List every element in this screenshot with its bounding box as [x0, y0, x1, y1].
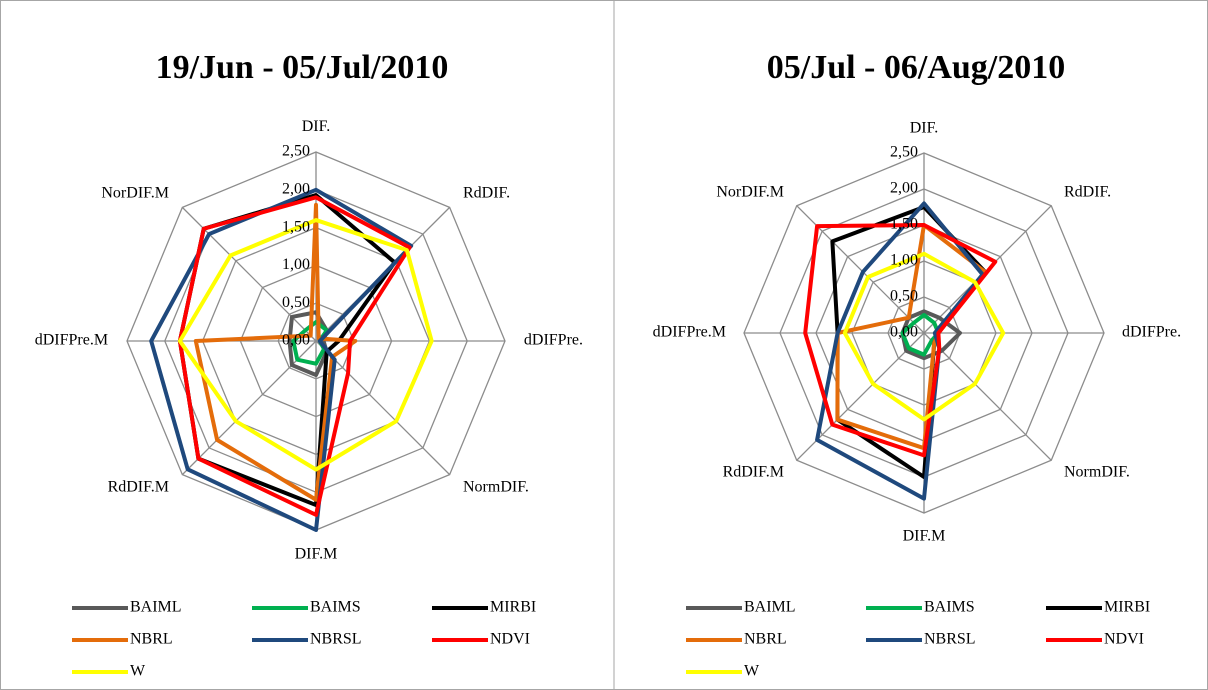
- y-tick-label: 0,00: [890, 324, 918, 341]
- category-label: RdDIF.M: [723, 464, 784, 481]
- legend-label: BAIML: [744, 599, 796, 616]
- category-label: dDIFPre.: [1122, 324, 1181, 341]
- category-label: DIF.: [910, 120, 939, 137]
- chart-title: 19/Jun - 05/Jul/2010: [156, 49, 449, 86]
- series-line: [842, 251, 1006, 422]
- legend-label: NBRL: [744, 631, 787, 648]
- category-label: DIF.M: [903, 528, 946, 545]
- series-line: [177, 218, 434, 472]
- series-line: [177, 195, 412, 517]
- legend-label: NBRL: [130, 631, 173, 648]
- spoke: [315, 340, 451, 476]
- category-label: dDIFPre.M: [653, 324, 726, 341]
- y-tick-label: 0,00: [282, 332, 310, 349]
- category-label: NorDIF.M: [101, 185, 169, 202]
- legend-label: BAIMS: [924, 599, 975, 616]
- legend-label: MIRBI: [490, 599, 536, 616]
- category-label: RdDIF.M: [108, 479, 169, 496]
- y-tick-label: 0,50: [890, 288, 918, 305]
- category-label: NormDIF.: [1064, 464, 1130, 481]
- legend-label: BAIML: [130, 599, 182, 616]
- category-label: RdDIF.: [1064, 184, 1111, 201]
- y-tick-label: 1,50: [890, 216, 918, 233]
- legend-label: MIRBI: [1104, 599, 1150, 616]
- legend-label: NDVI: [490, 631, 530, 648]
- y-tick-label: 0,50: [282, 294, 310, 311]
- category-label: DIF.: [302, 118, 331, 135]
- series-line: [900, 313, 941, 357]
- series-line: [815, 201, 985, 501]
- category-label: DIF.M: [295, 546, 338, 563]
- category-label: dDIFPre.: [524, 332, 583, 349]
- category-label: dDIFPre.M: [35, 332, 108, 349]
- y-tick-label: 2,50: [890, 144, 918, 161]
- y-tick-label: 1,50: [282, 218, 310, 235]
- legend-label: NBRSL: [310, 631, 362, 648]
- category-label: NorDIF.M: [716, 184, 784, 201]
- series-line: [149, 187, 414, 532]
- y-tick-label: 1,00: [282, 256, 310, 273]
- y-tick-label: 2,50: [282, 143, 310, 160]
- chart-title: 05/Jul - 06/Aug/2010: [767, 49, 1065, 86]
- category-label: NormDIF.: [463, 479, 529, 496]
- y-tick-label: 2,00: [890, 180, 918, 197]
- spoke: [923, 332, 1052, 461]
- y-tick-label: 2,00: [282, 180, 310, 197]
- legend-label: NBRSL: [924, 631, 976, 648]
- legend-label: BAIMS: [310, 599, 361, 616]
- legend-label: W: [130, 663, 146, 680]
- legend-label: W: [744, 663, 760, 680]
- series-line: [193, 202, 358, 502]
- legend-label: NDVI: [1104, 631, 1144, 648]
- y-tick-label: 1,00: [890, 252, 918, 269]
- category-label: RdDIF.: [463, 185, 510, 202]
